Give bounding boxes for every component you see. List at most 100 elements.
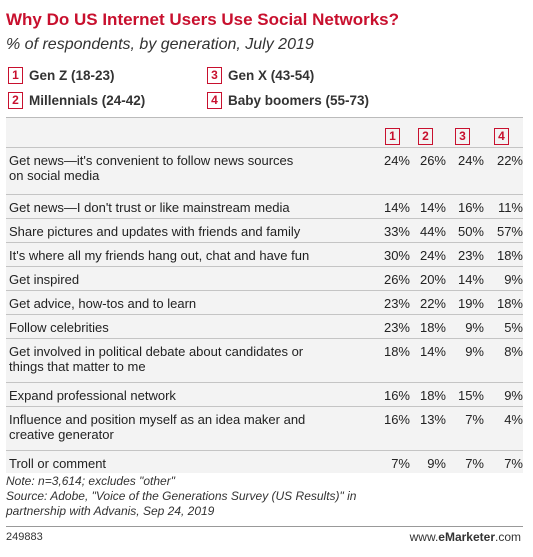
value-cell: 14% [457,272,484,287]
table-row: Get news—it's convenient to follow news … [6,147,523,195]
value-cell: 19% [457,296,484,311]
legend-label-2: Millennials (24-42) [29,93,146,108]
value-cell: 18% [496,296,523,311]
chart-id: 249883 [6,531,43,543]
value-cell: 26% [383,272,410,287]
value-cell: 14% [383,200,410,215]
chart-subtitle: % of respondents, by generation, July 20… [6,36,314,53]
value-cell: 24% [383,153,410,168]
value-cell: 44% [419,224,446,239]
row-label-line: Get news—it's convenient to follow news … [9,153,294,168]
value-cell: 5% [504,320,523,335]
value-cell: 15% [457,388,484,403]
column-header-3: 3 [455,128,470,145]
value-cell: 24% [457,153,484,168]
table-row: Troll or comment 7% 9% 7% 7% [6,450,523,474]
legend-label-4: Baby boomers (55-73) [228,93,370,108]
row-label-line: Get involved in political debate about c… [9,344,304,359]
row-label-line: Share pictures and updates with friends … [9,224,301,239]
legend-label-3: Gen X (43-54) [228,68,315,83]
value-cell: 9% [504,272,523,287]
value-cell: 18% [496,248,523,263]
row-label: Troll or comment [9,456,369,471]
value-cell: 22% [496,153,523,168]
value-cell: 57% [496,224,523,239]
table-row: Expand professional network 16% 18% 15% 9% [6,382,523,407]
value-cell: 23% [383,296,410,311]
value-cell: 7% [465,412,484,427]
row-label-line: It's where all my friends hang out, chat… [9,248,310,263]
legend-label-1: Gen Z (18-23) [29,68,115,83]
row-label-line: Influence and position myself as an idea… [9,412,306,427]
legend-item-4: 4 Baby boomers (55-73) [207,92,369,109]
value-cell: 16% [457,200,484,215]
row-label: Share pictures and updates with friends … [9,224,369,239]
legend-number-1: 1 [8,67,23,84]
table-row: Follow celebrities 23% 18% 9% 5% [6,314,523,339]
row-label-line: creative generator [9,427,114,442]
row-label: It's where all my friends hang out, chat… [9,248,369,263]
legend-item-2: 2 Millennials (24-42) [8,92,145,109]
row-label: Get advice, how-tos and to learn [9,296,369,311]
value-cell: 9% [504,388,523,403]
table-row: Get news—I don't trust or like mainstrea… [6,194,523,219]
footer-site-link[interactable]: www.eMarketer.com [410,530,521,544]
value-cell: 50% [457,224,484,239]
value-cell: 13% [419,412,446,427]
chart-title: Why Do US Internet Users Use Social Netw… [6,10,399,29]
value-cell: 4% [504,412,523,427]
row-label: Expand professional network [9,388,369,403]
row-label-line: Get inspired [9,272,80,287]
value-cell: 18% [419,388,446,403]
column-header-2: 2 [418,128,433,145]
site-brand: eMarketer [438,530,495,544]
legend-item-3: 3 Gen X (43-54) [207,67,314,84]
table-row: Get advice, how-tos and to learn 23% 22% 19… [6,290,523,315]
table-top-rule [6,117,523,118]
value-cell: 16% [383,388,410,403]
row-label: Get involved in political debate about c… [9,344,369,374]
row-label-line: Get news—I don't trust or like mainstrea… [9,200,290,215]
value-cell: 11% [497,200,523,215]
value-cell: 7% [504,456,523,471]
value-cell: 20% [419,272,446,287]
row-label-line: things that matter to me [9,359,146,374]
source-line-1: Source: Adobe, "Voice of the Generations… [6,489,357,503]
source-line-2: partnership with Advanis, Sep 24, 2019 [6,504,215,518]
data-table [6,118,523,473]
table-row: It's where all my friends hang out, chat… [6,242,523,267]
row-label: Get inspired [9,272,369,287]
note-line-1: Note: n=3,614; excludes "other" [6,474,175,488]
row-label: Influence and position myself as an idea… [9,412,369,442]
value-cell: 18% [383,344,410,359]
footer-rule [6,526,523,527]
value-cell: 14% [419,200,446,215]
row-label: Get news—I don't trust or like mainstrea… [9,200,369,215]
value-cell: 23% [383,320,410,335]
value-cell: 18% [419,320,446,335]
row-label-line: Expand professional network [9,388,176,403]
row-label-line: on social media [9,168,100,183]
value-cell: 26% [419,153,446,168]
table-row: Share pictures and updates with friends … [6,218,523,243]
column-header-4: 4 [494,128,509,145]
value-cell: 7% [391,456,410,471]
legend-item-1: 1 Gen Z (18-23) [8,67,115,84]
value-cell: 7% [465,456,484,471]
table-row: Influence and position myself as an idea… [6,406,523,451]
value-cell: 9% [465,344,484,359]
value-cell: 16% [383,412,410,427]
value-cell: 14% [419,344,446,359]
row-label: Follow celebrities [9,320,369,335]
value-cell: 23% [457,248,484,263]
value-cell: 8% [504,344,523,359]
value-cell: 9% [465,320,484,335]
table-row: Get involved in political debate about c… [6,338,523,383]
row-label: Get news—it's convenient to follow news … [9,153,369,183]
legend-number-2: 2 [8,92,23,109]
table-row: Get inspired 26% 20% 14% 9% [6,266,523,291]
value-cell: 9% [427,456,446,471]
legend-number-4: 4 [207,92,222,109]
value-cell: 24% [419,248,446,263]
legend-number-3: 3 [207,67,222,84]
